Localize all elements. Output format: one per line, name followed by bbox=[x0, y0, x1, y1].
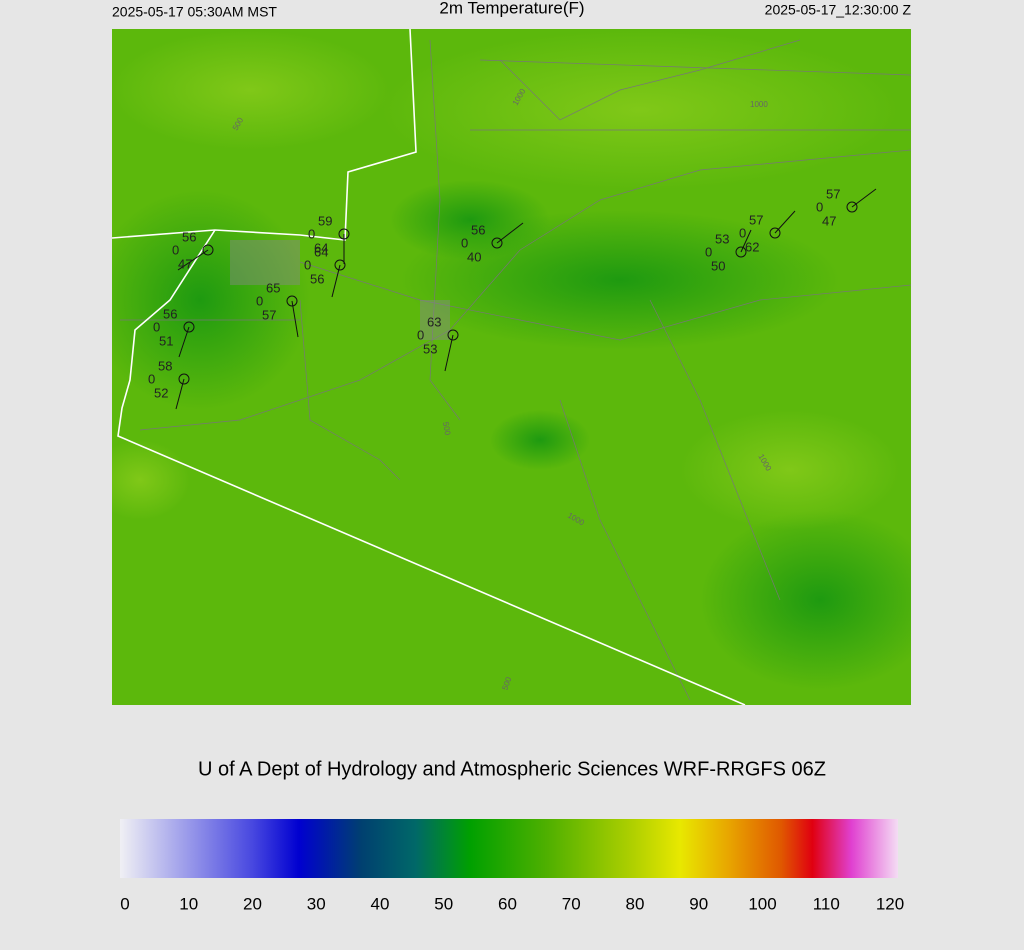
station-dew: 47 bbox=[822, 213, 836, 228]
station-temp: 63 bbox=[427, 314, 441, 329]
colorbar-tick-label: 10 bbox=[179, 894, 198, 913]
station-dew: 40 bbox=[467, 249, 481, 264]
station-circle bbox=[286, 295, 298, 307]
station-circle bbox=[183, 321, 195, 333]
station-circle bbox=[491, 237, 503, 249]
station-cloud: 0 bbox=[705, 244, 712, 259]
station-circle bbox=[735, 246, 747, 258]
station-dew: 50 bbox=[711, 258, 725, 273]
utc-time: 2025-05-17_12:30:00 Z bbox=[765, 2, 912, 18]
station-temp: 56 bbox=[471, 222, 485, 237]
station-temp: 57 bbox=[749, 212, 763, 227]
colorbar-tick-label: 110 bbox=[813, 894, 840, 913]
map bbox=[112, 29, 911, 705]
colorbar-tick-label: 120 bbox=[876, 894, 904, 913]
colorbar-tick-label: 20 bbox=[243, 894, 262, 913]
station-cloud: 0 bbox=[304, 257, 311, 272]
station-cloud: 0 bbox=[461, 235, 468, 250]
station-temp: 64 bbox=[314, 244, 328, 259]
station-temp: 58 bbox=[158, 358, 172, 373]
colorbar-tick-label: 80 bbox=[626, 894, 645, 913]
colorbar-tick-label: 50 bbox=[434, 894, 453, 913]
wind-barb bbox=[291, 300, 299, 338]
station-circle bbox=[334, 259, 346, 271]
station-dew: 57 bbox=[262, 307, 276, 322]
station-cloud: 0 bbox=[256, 293, 263, 308]
colorbar-tick-label: 60 bbox=[498, 894, 517, 913]
station-circle bbox=[338, 228, 350, 240]
station-circle bbox=[447, 329, 459, 341]
colorbar-tick-label: 100 bbox=[748, 894, 776, 913]
station-circle bbox=[846, 201, 858, 213]
station-cloud: 0 bbox=[308, 226, 315, 241]
colorbar-tick-label: 0 bbox=[120, 894, 129, 913]
station-dew: 47 bbox=[178, 256, 192, 271]
colorbar-tick-label: 30 bbox=[307, 894, 326, 913]
station-cloud: 0 bbox=[153, 319, 160, 334]
credit: U of A Dept of Hydrology and Atmospheric… bbox=[198, 758, 826, 780]
contour-label: 500 bbox=[500, 675, 513, 691]
colorbar bbox=[120, 819, 898, 878]
station-circle bbox=[769, 227, 781, 239]
station-dew: 53 bbox=[423, 341, 437, 356]
colorbar-tick-label: 40 bbox=[371, 894, 390, 913]
station-temp: 59 bbox=[318, 213, 332, 228]
station-cloud: 0 bbox=[148, 371, 155, 386]
station-circle bbox=[178, 373, 190, 385]
station-dew: 52 bbox=[154, 385, 168, 400]
station-temp: 65 bbox=[266, 280, 280, 295]
station-temp: 56 bbox=[163, 306, 177, 321]
station-temp: 53 bbox=[715, 231, 729, 246]
local-time: 2025-05-17 05:30AM MST bbox=[112, 4, 277, 20]
station-cloud: 0 bbox=[816, 199, 823, 214]
title: 2m Temperature(F) bbox=[439, 0, 584, 17]
wind-barb bbox=[177, 249, 209, 271]
colorbar-tick-label: 70 bbox=[562, 894, 581, 913]
colorbar-ticks: 0 10 20 30 40 50 60 70 80 90 100 110 120 bbox=[120, 894, 904, 913]
contour-label: 1000 bbox=[750, 100, 768, 109]
wind-barb bbox=[444, 334, 454, 372]
stations: 5604759064640566505756051580526305356040… bbox=[148, 87, 877, 691]
station-dew: 56 bbox=[310, 271, 324, 286]
wind-barb bbox=[740, 229, 752, 253]
station-circle bbox=[202, 244, 214, 256]
station-cloud: 0 bbox=[739, 225, 746, 240]
station-dew: 51 bbox=[159, 333, 173, 348]
station-dew: 62 bbox=[745, 239, 759, 254]
station-temp: 56 bbox=[182, 229, 196, 244]
colorbar-tick-label: 90 bbox=[689, 894, 708, 913]
station-cloud: 0 bbox=[417, 327, 424, 342]
station-dew: 64 bbox=[314, 240, 328, 255]
station-temp: 57 bbox=[826, 186, 840, 201]
station-cloud: 0 bbox=[172, 242, 179, 257]
contour-label: 500 bbox=[441, 421, 452, 436]
